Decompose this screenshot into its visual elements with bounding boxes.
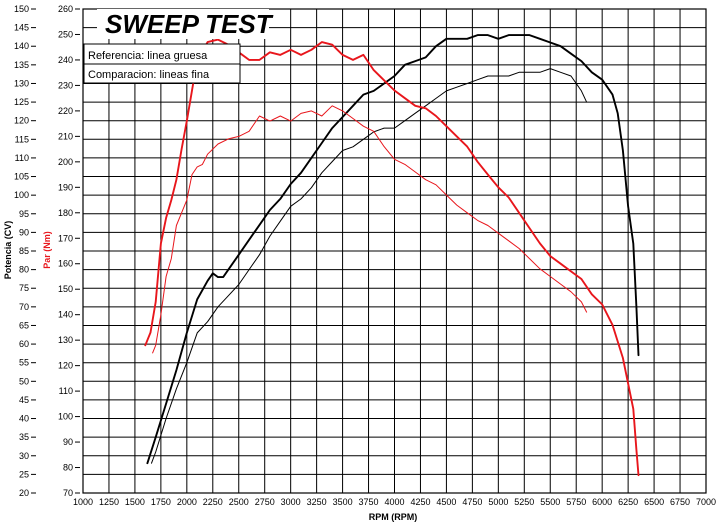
grid-layer bbox=[82, 8, 707, 494]
torque-tick-label: 110 bbox=[59, 386, 73, 396]
power-tick-label: 125 bbox=[14, 97, 29, 107]
torque-tick-label: 100 bbox=[58, 412, 73, 422]
power-tick-label: 20 bbox=[19, 488, 29, 498]
x-tick-label: 5000 bbox=[488, 497, 508, 507]
power-tick-label: 85 bbox=[19, 246, 29, 256]
x-tick-label: 6500 bbox=[644, 497, 664, 507]
power-tick-label: 120 bbox=[14, 116, 29, 126]
x-tick-label: 3000 bbox=[281, 497, 301, 507]
x-tick-label: 3750 bbox=[359, 497, 379, 507]
x-tick-label: 2500 bbox=[229, 497, 249, 507]
torque-tick-label: 220 bbox=[58, 106, 73, 116]
x-axis-title: RPM (RPM) bbox=[369, 512, 418, 522]
torque-tick-label: 260 bbox=[58, 4, 73, 14]
torque-tick-label: 90 bbox=[63, 437, 73, 447]
torque-tick-label: 210 bbox=[58, 131, 73, 141]
torque-tick-label: 240 bbox=[58, 55, 73, 65]
power-tick-label: 100 bbox=[14, 190, 29, 200]
torque-tick-label: 230 bbox=[58, 80, 73, 90]
torque-tick-label: 70 bbox=[63, 488, 73, 498]
x-tick-label: 4250 bbox=[410, 497, 430, 507]
torque-comparison-line bbox=[152, 105, 588, 354]
power-tick-label: 80 bbox=[19, 265, 29, 275]
power-tick-label: 65 bbox=[19, 320, 29, 330]
legend-entry-reference: Referencia: linea gruesa bbox=[88, 50, 208, 62]
power-tick-label: 140 bbox=[14, 41, 29, 51]
torque-tick-label: 150 bbox=[58, 284, 73, 294]
power-tick-label: 50 bbox=[19, 376, 29, 386]
x-tick-label: 3500 bbox=[333, 497, 353, 507]
power-comparison-line bbox=[151, 68, 588, 464]
power-tick-label: 30 bbox=[19, 451, 29, 461]
x-tick-label: 1500 bbox=[125, 497, 145, 507]
x-tick-label: 2250 bbox=[203, 497, 223, 507]
chart-title: SWEEP TEST bbox=[105, 9, 274, 39]
torque-tick-label: 80 bbox=[63, 463, 73, 473]
power-tick-label: 25 bbox=[19, 469, 29, 479]
power-tick-label: 115 bbox=[15, 134, 29, 144]
x-tick-label: 3250 bbox=[307, 497, 327, 507]
torque-tick-label: 180 bbox=[58, 208, 73, 218]
power-tick-label: 40 bbox=[19, 414, 29, 424]
x-tick-label: 4000 bbox=[384, 497, 404, 507]
torque-tick-label: 130 bbox=[58, 335, 73, 345]
power-tick-label: 60 bbox=[19, 339, 29, 349]
x-tick-label: 1000 bbox=[73, 497, 93, 507]
power-tick-label: 150 bbox=[14, 4, 29, 14]
power-tick-label: 95 bbox=[19, 209, 29, 219]
torque-tick-label: 170 bbox=[58, 233, 73, 243]
torque-tick-label: 160 bbox=[58, 259, 73, 269]
x-tick-label: 4750 bbox=[462, 497, 482, 507]
x-tick-label: 6750 bbox=[670, 497, 690, 507]
x-tick-label: 4500 bbox=[436, 497, 456, 507]
torque-tick-label: 120 bbox=[58, 361, 73, 371]
x-tick-label: 2750 bbox=[255, 497, 275, 507]
x-tick-label: 1750 bbox=[151, 497, 171, 507]
power-tick-label: 130 bbox=[14, 78, 29, 88]
axis-layer: 1000 1250 1500 1750 2000 2250 2500 2750 3000 3250… bbox=[14, 4, 716, 507]
power-axis-title: Potencia (CV) bbox=[3, 221, 13, 280]
power-tick-label: 135 bbox=[14, 60, 29, 70]
x-tick-label: 5250 bbox=[514, 497, 534, 507]
power-tick-label: 55 bbox=[19, 358, 29, 368]
torque-tick-label: 140 bbox=[58, 310, 73, 320]
power-tick-label: 70 bbox=[19, 302, 29, 312]
x-tick-label: 5500 bbox=[540, 497, 560, 507]
power-tick-label: 35 bbox=[19, 432, 29, 442]
power-tick-label: 75 bbox=[19, 283, 29, 293]
torque-tick-label: 200 bbox=[58, 157, 73, 167]
x-tick-label: 5750 bbox=[566, 497, 586, 507]
legend-box: Referencia: linea gruesa Comparacion: li… bbox=[83, 43, 241, 84]
torque-axis-title: Par (Nm) bbox=[42, 231, 52, 269]
plot-frame bbox=[82, 8, 707, 494]
x-tick-label: 7000 bbox=[696, 497, 716, 507]
x-tick-label: 1250 bbox=[99, 497, 119, 507]
title-box: SWEEP TEST bbox=[97, 9, 274, 39]
x-tick-label: 2000 bbox=[177, 497, 197, 507]
power-tick-label: 45 bbox=[19, 395, 29, 405]
series-layer bbox=[144, 34, 640, 477]
power-tick-label: 90 bbox=[19, 227, 29, 237]
power-tick-label: 110 bbox=[15, 153, 29, 163]
x-tick-label: 6250 bbox=[618, 497, 638, 507]
torque-tick-label: 250 bbox=[58, 29, 73, 39]
legend-entry-comparison: Comparacion: lineas fina bbox=[88, 69, 210, 81]
power-tick-label: 145 bbox=[14, 23, 29, 33]
power-tick-label: 105 bbox=[14, 172, 29, 182]
torque-tick-label: 190 bbox=[58, 182, 73, 192]
torque-reference-line bbox=[144, 38, 640, 477]
power-reference-line bbox=[146, 34, 640, 465]
x-tick-label: 6000 bbox=[592, 497, 612, 507]
